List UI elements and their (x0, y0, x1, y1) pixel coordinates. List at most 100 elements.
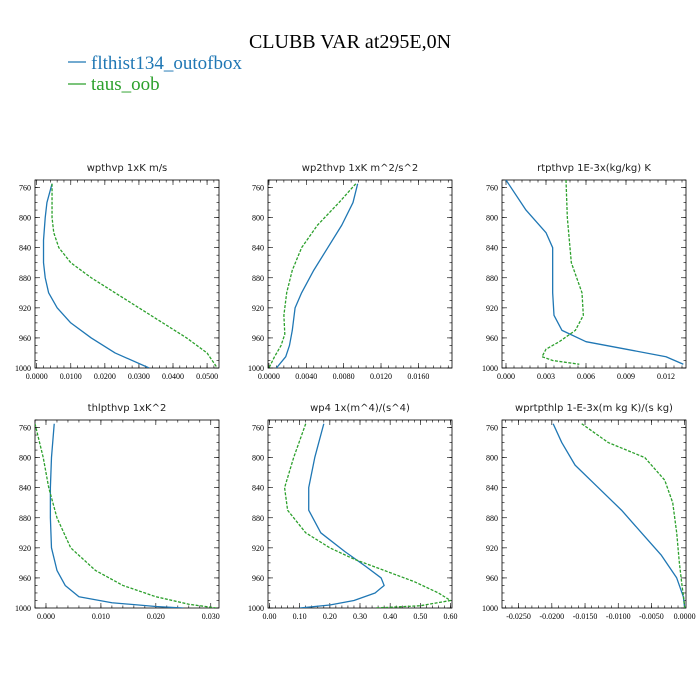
y-tick-label: 880 (19, 514, 31, 523)
panel-3: rtpthvp 1E-3x(kg/kg) K 760 800 840 880 920 960… (482, 163, 687, 381)
panel-title: thlpthvp 1xK^2 (88, 403, 167, 414)
x-tick-label: 0.006 (577, 372, 595, 381)
y-tick-label: 1000 (482, 604, 498, 613)
x-tick-label: 0.020 (147, 612, 165, 621)
y-tick-label: 880 (252, 274, 264, 283)
y-tick-label: 960 (19, 334, 31, 343)
y-tick-label: 880 (19, 274, 31, 283)
x-tick-label: 0.0000 (258, 372, 280, 381)
panel-6: wprtpthlp 1-E-3x(m kg K)/(s kg) 760 800 840… (482, 403, 696, 621)
x-tick-label: 0.012 (657, 372, 675, 381)
x-tick-label: 0.0160 (407, 372, 429, 381)
y-tick-label: 920 (486, 544, 498, 553)
y-tick-label: 840 (252, 484, 264, 493)
y-tick-label: 920 (486, 304, 498, 313)
y-tick-label: 1000 (248, 364, 264, 373)
y-tick-label: 960 (252, 334, 264, 343)
x-tick-label: 0.20 (323, 612, 337, 621)
y-tick-label: 880 (486, 274, 498, 283)
x-tick-label: 0.009 (617, 372, 635, 381)
y-tick-label: 880 (252, 514, 264, 523)
plot-frame (267, 419, 453, 609)
series-line-flthist134-outofbox (299, 423, 385, 608)
y-tick-label: 760 (252, 424, 264, 433)
legend: flthist134_outofbox taus_oob (68, 53, 242, 95)
y-tick-label: 960 (252, 574, 264, 583)
y-tick-label: 800 (19, 214, 31, 223)
panel-title: wprtpthlp 1-E-3x(m kg K)/(s kg) (515, 403, 673, 414)
series-line-taus-oob (283, 423, 452, 608)
series-line-flthist134-outofbox (505, 180, 684, 365)
legend-label-series-2: taus_oob (91, 74, 160, 95)
x-tick-label: 0.0200 (94, 372, 116, 381)
y-tick-label: 920 (252, 544, 264, 553)
plot-frame (34, 179, 220, 369)
y-tick-label: 760 (19, 184, 31, 193)
x-tick-label: -0.0050 (639, 612, 664, 621)
x-tick-label: 0.0120 (370, 372, 392, 381)
x-tick-label: 0.0500 (196, 372, 218, 381)
plot-frame (34, 419, 220, 609)
x-tick-label: 0.0080 (333, 372, 355, 381)
series-line-flthist134-outofbox (552, 423, 686, 608)
x-tick-label: 0.10 (293, 612, 307, 621)
y-tick-label: 840 (19, 244, 31, 253)
x-tick-label: 0.30 (353, 612, 367, 621)
y-tick-label: 800 (19, 454, 31, 463)
panel-1: wpthvp 1xK m/s 760 800 840 880 920 960 10000.00… (15, 163, 220, 381)
x-tick-label: 0.00 (263, 612, 277, 621)
y-tick-label: 960 (486, 574, 498, 583)
y-tick-label: 1000 (15, 364, 31, 373)
x-tick-label: 0.0400 (162, 372, 184, 381)
series-line-taus-oob (35, 423, 217, 608)
series-line-taus-oob (51, 183, 218, 368)
y-tick-label: 960 (486, 334, 498, 343)
legend-label-series-1: flthist134_outofbox (91, 53, 242, 74)
panel-title: wp4 1x(m^4)/(s^4) (310, 403, 410, 414)
x-tick-label: -0.0200 (539, 612, 564, 621)
x-tick-label: 0.000 (37, 612, 55, 621)
x-tick-label: 0.003 (537, 372, 555, 381)
x-tick-label: 0.0100 (60, 372, 82, 381)
x-tick-label: -0.0250 (506, 612, 531, 621)
x-tick-label: 0.60 (443, 612, 457, 621)
x-tick-label: 0.50 (413, 612, 427, 621)
plot-frame (501, 419, 687, 609)
y-tick-label: 760 (19, 424, 31, 433)
y-tick-label: 960 (19, 574, 31, 583)
x-tick-label: -0.0100 (606, 612, 631, 621)
y-tick-label: 920 (19, 304, 31, 313)
x-tick-label: 0.000 (497, 372, 515, 381)
y-tick-label: 800 (486, 454, 498, 463)
panel-title: wpthvp 1xK m/s (87, 163, 168, 174)
series-line-flthist134-outofbox (42, 183, 150, 368)
y-tick-label: 920 (19, 544, 31, 553)
y-tick-label: 800 (252, 214, 264, 223)
panel-grid: wpthvp 1xK m/s76080084088092096010000.00… (15, 163, 696, 621)
x-tick-label: 0.010 (92, 612, 110, 621)
x-tick-label: 0.40 (383, 612, 397, 621)
y-tick-label: 840 (486, 244, 498, 253)
panel-title: rtpthvp 1E-3x(kg/kg) K (537, 163, 651, 174)
y-tick-label: 760 (486, 424, 498, 433)
y-tick-label: 760 (486, 184, 498, 193)
panel-2: wp2thvp 1xK m^2/s^2 760 800 840 880 920 960 100… (248, 163, 453, 381)
y-tick-label: 840 (486, 484, 498, 493)
y-tick-label: 1000 (248, 604, 264, 613)
y-tick-label: 760 (252, 184, 264, 193)
y-tick-label: 840 (252, 244, 264, 253)
y-tick-label: 920 (252, 304, 264, 313)
x-tick-label: -0.0150 (573, 612, 598, 621)
panel-5: wp4 1x(m^4)/(s^4)76080084088092096010000… (248, 403, 457, 621)
y-tick-label: 1000 (482, 364, 498, 373)
y-tick-label: 800 (486, 214, 498, 223)
y-tick-label: 1000 (15, 604, 31, 613)
y-tick-label: 880 (486, 514, 498, 523)
x-tick-label: 0.0000 (26, 372, 48, 381)
plot-frame (267, 179, 453, 369)
x-tick-label: 0.030 (202, 612, 220, 621)
panel-title: wp2thvp 1xK m^2/s^2 (302, 163, 418, 174)
x-tick-label: 0.0040 (295, 372, 317, 381)
series-line-flthist134-outofbox (275, 183, 359, 368)
